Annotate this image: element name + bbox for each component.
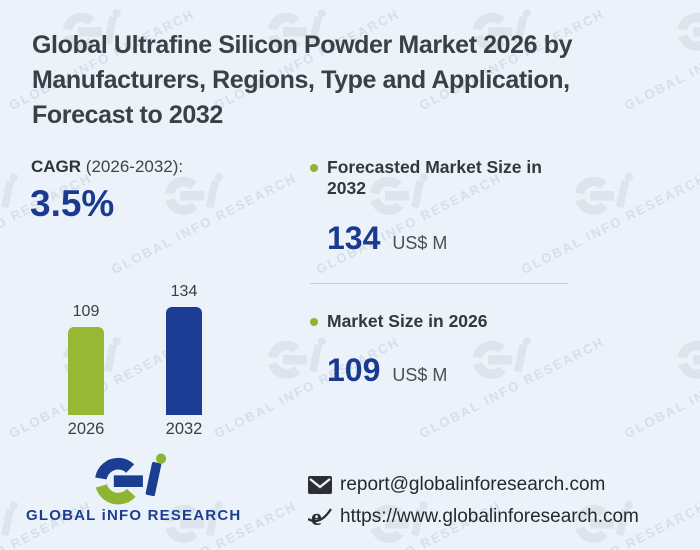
forecast-number: 134 <box>327 220 381 256</box>
bar-rect-2032 <box>166 307 202 415</box>
stat-forecast-value: 134 US$ M <box>327 220 447 257</box>
cagr-line: CAGR (2026-2032): <box>31 157 183 177</box>
cagr-label: CAGR <box>31 157 82 176</box>
current-unit: US$ M <box>392 365 448 385</box>
email-row: report@globalinforesearch.com <box>308 474 605 496</box>
forecast-unit: US$ M <box>392 233 448 253</box>
cagr-period: (2026-2032): <box>85 157 184 176</box>
report-title: Global Ultrafine Silicon Powder Market 2… <box>32 31 573 129</box>
company-logo-icon <box>92 452 172 511</box>
stat-current-value: 109 US$ M <box>327 352 447 389</box>
current-number: 109 <box>327 352 381 388</box>
company-logo-text: GLOBAL iNFO RESEARCH <box>26 507 242 524</box>
globe-browser-icon: e <box>308 505 332 529</box>
website-row: e https://www.globalinforesearch.com <box>308 505 639 529</box>
bar-rect-2026 <box>68 327 104 415</box>
email-address[interactable]: report@globalinforesearch.com <box>340 474 606 495</box>
bar-category-label: 2026 <box>67 420 105 438</box>
bullet-icon <box>310 164 318 172</box>
bar-chart: 109 2026 134 2032 <box>45 283 255 448</box>
bar-value-label: 134 <box>170 283 198 300</box>
svg-text:e: e <box>311 505 322 529</box>
bar-value-label: 109 <box>72 303 100 320</box>
website-url[interactable]: https://www.globalinforesearch.com <box>340 506 639 527</box>
stats-divider <box>310 283 568 284</box>
stat-forecast-title: Forecasted Market Size in 2032 <box>327 157 542 198</box>
envelope-icon <box>308 476 332 494</box>
bullet-icon <box>310 318 318 326</box>
stat-current-title: Market Size in 2026 <box>327 311 488 331</box>
bar-category-label: 2032 <box>165 420 203 438</box>
cagr-value: 3.5% <box>30 183 115 224</box>
